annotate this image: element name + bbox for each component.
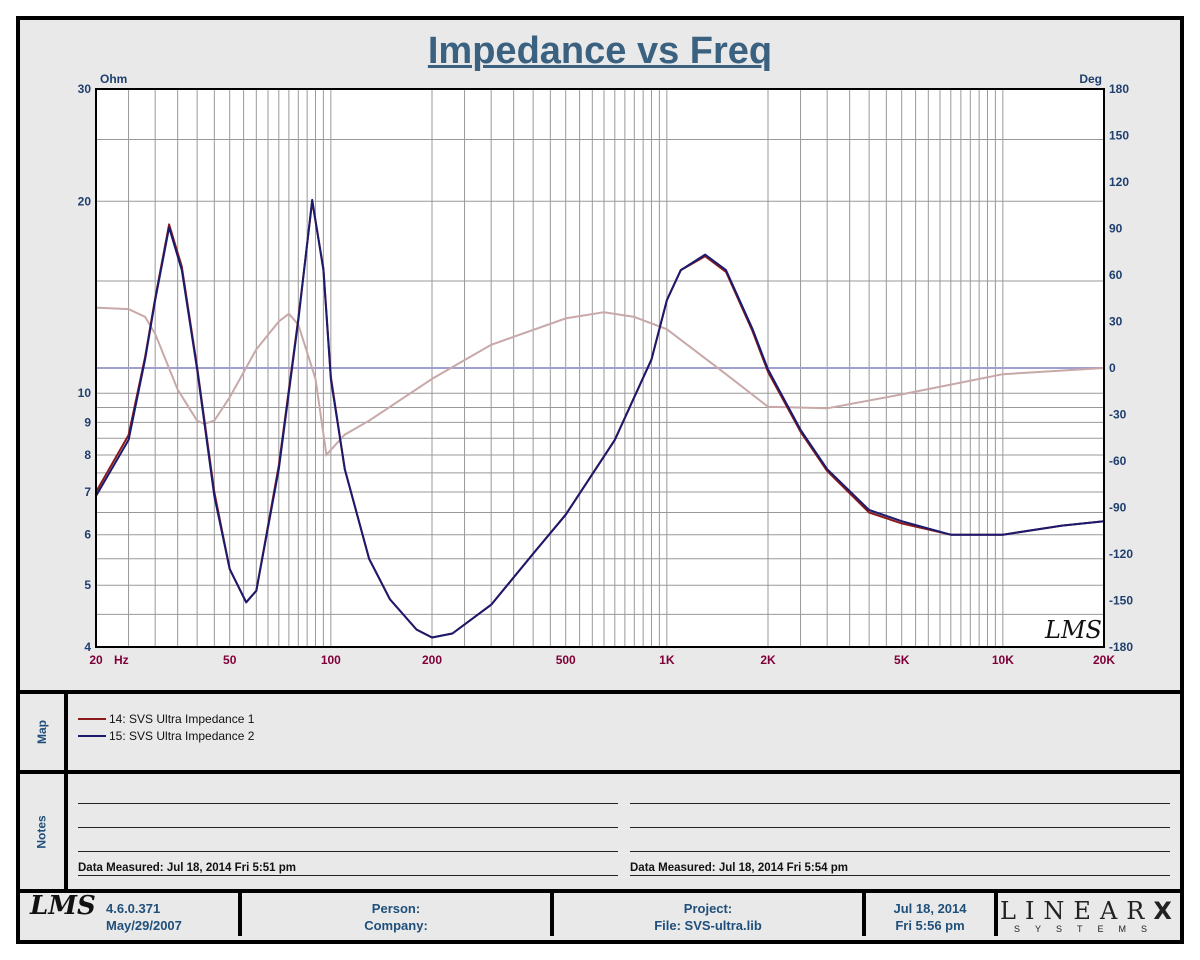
- y-right-tick-label: 30: [1109, 315, 1123, 329]
- legend-swatch-red: [78, 717, 106, 720]
- y-right-tick-label: 0: [1109, 361, 1116, 375]
- date-info: Jul 18, 2014 Fri 5:56 pm: [866, 900, 994, 940]
- y-left-tick-label: 4: [84, 640, 91, 654]
- impedance-chart: 4 5 6 7 8 9 10 20 30 -180 -150 -120 -90 -60 -30 0 30 60 90…: [78, 72, 1134, 667]
- y-right-tick-label: -180: [1109, 640, 1133, 654]
- x-tick-label: 200: [422, 653, 442, 667]
- y-left-axis-label: Ohm: [100, 72, 127, 86]
- y-left-tick-label: 6: [84, 528, 91, 542]
- linearx-logo: LINEARX SYSTEMS: [1000, 898, 1176, 938]
- x-tick-label: 2K: [760, 653, 776, 667]
- y-left-tick-label: 10: [78, 386, 92, 400]
- x-tick-label: 5K: [894, 653, 910, 667]
- y-left-tick-label: 5: [84, 578, 91, 592]
- file: File: SVS-ultra.lib: [654, 918, 762, 933]
- version: 4.6.0.371: [106, 901, 161, 916]
- lms-logo: LMS: [30, 891, 96, 921]
- time: Fri 5:56 pm: [895, 918, 965, 933]
- divider: [16, 889, 1184, 893]
- note-line: [78, 827, 618, 828]
- y-right-tick-label: -120: [1109, 547, 1133, 561]
- plot-border: [95, 88, 1105, 648]
- note-line: [630, 803, 1170, 804]
- legend: 14: SVS Ultra Impedance 1 15: SVS Ultra …: [78, 710, 254, 744]
- y-left-tick-label: 7: [84, 485, 91, 499]
- notes-label-text: Notes: [35, 814, 49, 849]
- brand-text: LINEAR: [1000, 897, 1154, 925]
- date: Jul 18, 2014: [893, 901, 967, 916]
- divider: [862, 893, 866, 936]
- x-tick-label: 20K: [1093, 653, 1115, 667]
- y-right-axis-label: Deg: [1079, 72, 1102, 86]
- x-tick-label: 100: [321, 653, 341, 667]
- map-label-text: Map: [35, 720, 49, 744]
- x-tick-label: 1K: [659, 653, 675, 667]
- legend-item: 14: SVS Ultra Impedance 1: [78, 710, 254, 727]
- y-right-tick-label: 60: [1109, 268, 1123, 282]
- legend-swatch-blue: [78, 734, 106, 737]
- y-right-tick-label: 180: [1109, 82, 1129, 96]
- y-right-tick-label: -60: [1109, 454, 1127, 468]
- y-right-tick-label: -150: [1109, 594, 1133, 608]
- divider: [64, 694, 68, 889]
- version-info: 4.6.0.371 May/29/2007: [106, 900, 236, 940]
- y-left-tick-label: 8: [84, 448, 91, 462]
- note-line: [630, 851, 1170, 852]
- x-tick-label: 20: [89, 653, 103, 667]
- note-line: [78, 851, 618, 852]
- x-axis-label: Hz: [114, 653, 129, 667]
- x-tick-label: 500: [556, 653, 576, 667]
- measured-2: Data Measured: Jul 18, 2014 Fri 5:54 pm: [630, 862, 848, 874]
- y-left-tick-label: 20: [78, 194, 92, 208]
- divider: [238, 893, 242, 936]
- person-info: Person: Company:: [242, 900, 550, 940]
- x-tick-label: 50: [223, 653, 237, 667]
- y-right-tick-label: -30: [1109, 408, 1127, 422]
- y-left-tick-label: 30: [78, 82, 92, 96]
- person: Person:: [371, 901, 421, 916]
- y-right-tick-label: -90: [1109, 501, 1127, 515]
- notes-label: Notes: [20, 774, 64, 889]
- divider: [994, 893, 998, 936]
- measured-1: Data Measured: Jul 18, 2014 Fri 5:51 pm: [78, 862, 296, 874]
- map-label: Map: [20, 694, 64, 770]
- divider: [550, 893, 554, 936]
- y-right-tick-label: 150: [1109, 129, 1129, 143]
- phase-curve: [95, 306, 1105, 458]
- legend-item: 15: SVS Ultra Impedance 2: [78, 727, 254, 744]
- note-line: [630, 827, 1170, 828]
- divider: [16, 770, 1184, 774]
- y-left-tick-label: 9: [84, 415, 91, 429]
- note-line: [78, 803, 618, 804]
- project: Project:: [683, 901, 733, 916]
- x-tick-label: 10K: [992, 653, 1014, 667]
- chart-title: Impedance vs Freq: [427, 30, 773, 72]
- company: Company:: [364, 918, 428, 933]
- legend-label: 14: SVS Ultra Impedance 1: [109, 711, 255, 726]
- project-info: Project: File: SVS-ultra.lib: [554, 900, 862, 940]
- brand-x: X: [1153, 897, 1181, 925]
- legend-label: 15: SVS Ultra Impedance 2: [109, 728, 255, 743]
- lms-watermark-logo: LMS: [1044, 616, 1102, 644]
- impedance-curve-2: [95, 198, 1105, 639]
- y-right-tick-label: 90: [1109, 222, 1123, 236]
- y-right-tick-label: 120: [1109, 175, 1129, 189]
- note-line: [630, 875, 1170, 876]
- version-date: May/29/2007: [106, 918, 182, 933]
- divider: [16, 690, 1184, 694]
- note-line: [78, 875, 618, 876]
- brand-sub: SYSTEMS: [1013, 924, 1162, 934]
